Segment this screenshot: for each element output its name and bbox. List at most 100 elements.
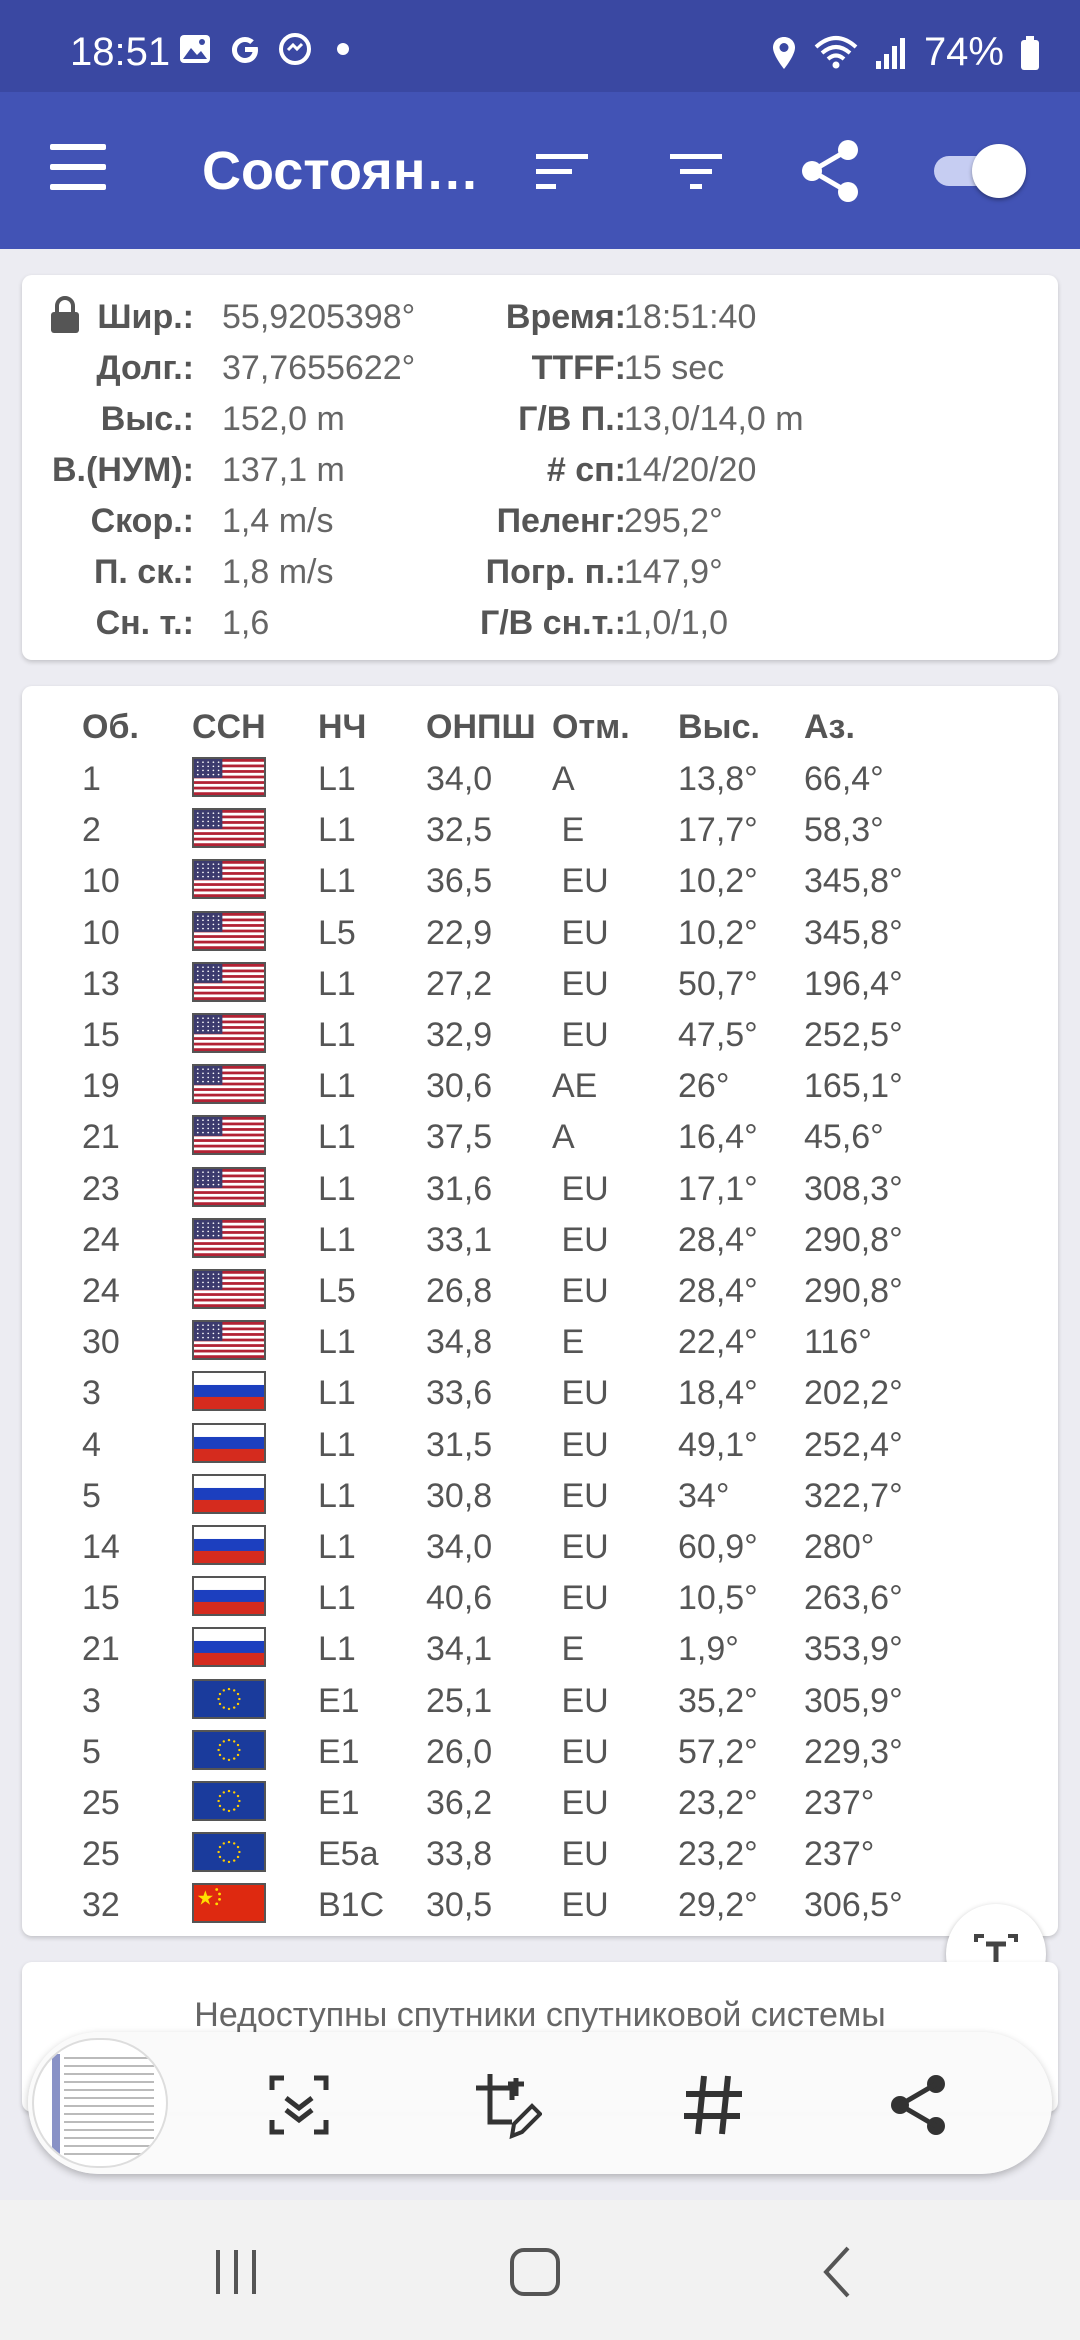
header-id[interactable]: Об. — [82, 708, 139, 746]
sat-freq: E1 — [318, 1681, 360, 1720]
sat-freq: L1 — [318, 1374, 356, 1413]
header-gnss[interactable]: ССН — [192, 708, 266, 746]
signal-icon — [875, 37, 905, 69]
sat-id: 19 — [82, 1067, 120, 1106]
sat-id: 24 — [82, 1220, 120, 1259]
info-label: Долг.: — [96, 349, 194, 387]
us-flag-icon — [192, 1269, 266, 1309]
info-value: 14/20/20 — [624, 451, 757, 489]
satellite-row[interactable]: 24 L5 26,8 EU 28,4° 290,8° — [22, 1266, 1058, 1317]
satellite-row[interactable]: 32 B1C 30,5 EU 29,2° 306,5° — [22, 1880, 1058, 1931]
sat-id: 15 — [82, 1579, 120, 1618]
sat-flags: EU — [552, 1220, 609, 1259]
hashtag-icon[interactable] — [678, 2070, 748, 2140]
home-icon[interactable] — [506, 2242, 566, 2302]
sat-cn0: 34,8 — [426, 1323, 493, 1362]
satellite-row[interactable]: 13 L1 27,2 EU 50,7° 196,4° — [22, 959, 1058, 1010]
satellite-row[interactable]: 21 L1 34,1 E 1,9° 353,9° — [22, 1624, 1058, 1675]
ru-flag-icon — [192, 1371, 266, 1412]
lock-icon[interactable] — [48, 295, 82, 335]
sat-id: 25 — [82, 1835, 120, 1874]
messenger-icon — [279, 33, 311, 65]
screenshot-thumbnail[interactable] — [32, 2038, 168, 2168]
satellite-row[interactable]: 15 L1 32,9 EU 47,5° 252,5° — [22, 1010, 1058, 1061]
satellite-row[interactable]: 15 L1 40,6 EU 10,5° 263,6° — [22, 1573, 1058, 1624]
scroll-capture-icon[interactable] — [264, 2070, 334, 2140]
satellite-row[interactable]: 1 L1 34,0 A 13,8° 66,4° — [22, 754, 1058, 805]
info-label: Г/В П.: — [518, 400, 626, 438]
recents-icon[interactable] — [206, 2242, 266, 2302]
eu-flag-icon — [192, 1729, 266, 1770]
sat-az: 196,4° — [804, 964, 903, 1003]
sat-az: 237° — [804, 1835, 875, 1874]
ru-flag-icon — [192, 1473, 266, 1514]
sat-az: 252,4° — [804, 1425, 903, 1464]
ru-flag-icon — [192, 1422, 266, 1463]
satellite-row[interactable]: 5 E1 26,0 EU 57,2° 229,3° — [22, 1727, 1058, 1778]
sat-elev: 18,4° — [678, 1374, 758, 1413]
us-flag-icon — [192, 757, 266, 797]
sat-cn0: 34,0 — [426, 1528, 493, 1566]
status-bar: 18:51 74% — [0, 0, 1080, 92]
info-label: Время: — [505, 298, 626, 336]
status-time: 18:51 — [70, 30, 171, 74]
satellite-row[interactable]: 25 E1 36,2 EU 23,2° 237° — [22, 1778, 1058, 1829]
header-elevation[interactable]: Выс. — [678, 708, 760, 746]
satellite-row[interactable]: 23 L1 31,6 EU 17,1° 308,3° — [22, 1164, 1058, 1215]
sat-id: 15 — [82, 1016, 120, 1054]
sat-freq: L1 — [318, 1067, 356, 1106]
header-cn0[interactable]: ОНПШ — [426, 708, 536, 746]
satellite-row[interactable]: 30 L1 34,8 E 22,4° 116° — [22, 1317, 1058, 1368]
eu-flag-icon — [192, 1832, 266, 1873]
sat-freq: E5a — [318, 1835, 379, 1874]
menu-button[interactable] — [50, 144, 106, 194]
sat-flags: EU — [552, 1272, 609, 1310]
sat-flags: E — [552, 811, 585, 850]
back-icon[interactable] — [808, 2242, 868, 2302]
sat-az: 306,5° — [804, 1886, 903, 1925]
sat-cn0: 32,5 — [426, 811, 493, 850]
eu-flag-icon — [192, 1678, 266, 1719]
filter-button[interactable] — [668, 152, 724, 192]
sat-elev: 10,2° — [678, 862, 758, 901]
satellite-row[interactable]: 25 E5a 33,8 EU 23,2° 237° — [22, 1829, 1058, 1880]
crop-edit-icon[interactable] — [472, 2070, 542, 2140]
satellite-row[interactable]: 5 L1 30,8 EU 34° 322,7° — [22, 1471, 1058, 1522]
sat-cn0: 30,6 — [426, 1067, 493, 1106]
share-button[interactable] — [796, 136, 866, 206]
sat-elev: 60,9° — [678, 1528, 758, 1566]
sat-cn0: 34,1 — [426, 1630, 493, 1669]
satellite-row[interactable]: 3 L1 33,6 EU 18,4° 202,2° — [22, 1368, 1058, 1419]
sat-cn0: 26,0 — [426, 1732, 493, 1771]
satellite-row[interactable]: 14 L1 34,0 EU 60,9° 280° — [22, 1522, 1058, 1573]
satellite-row[interactable]: 24 L1 33,1 EU 28,4° 290,8° — [22, 1215, 1058, 1266]
sat-elev: 28,4° — [678, 1272, 758, 1310]
satellite-row[interactable]: 10 L5 22,9 EU 10,2° 345,8° — [22, 908, 1058, 959]
header-flags[interactable]: Отм. — [552, 708, 630, 746]
satellite-row[interactable]: 2 L1 32,5 E 17,7° 58,3° — [22, 805, 1058, 856]
sat-cn0: 25,1 — [426, 1681, 493, 1720]
tracking-toggle[interactable] — [934, 144, 1026, 198]
satellite-row[interactable]: 19 L1 30,6 AE 26° 165,1° — [22, 1061, 1058, 1112]
satellite-row[interactable]: 21 L1 37,5 A 16,4° 45,6° — [22, 1112, 1058, 1163]
satellite-row[interactable]: 10 L1 36,5 EU 10,2° 345,8° — [22, 856, 1058, 907]
header-azimuth[interactable]: Аз. — [804, 708, 855, 746]
sat-freq: E1 — [318, 1784, 360, 1822]
sat-flags: EU — [552, 1784, 609, 1822]
share-icon[interactable] — [884, 2070, 954, 2140]
sat-freq: L1 — [318, 1476, 356, 1515]
sort-button[interactable] — [534, 152, 590, 192]
sat-flags: EU — [552, 1579, 609, 1618]
sat-az: 263,6° — [804, 1579, 903, 1618]
sat-flags: EU — [552, 1528, 609, 1566]
sat-id: 13 — [82, 964, 120, 1003]
sat-flags: EU — [552, 1886, 609, 1925]
header-freq[interactable]: НЧ — [318, 708, 367, 746]
sat-cn0: 36,2 — [426, 1784, 493, 1822]
sat-flags: EU — [552, 1732, 609, 1771]
info-label: Погр. п.: — [485, 553, 626, 591]
satellite-row[interactable]: 3 E1 25,1 EU 35,2° 305,9° — [22, 1676, 1058, 1727]
sat-id: 21 — [82, 1118, 120, 1157]
satellite-row[interactable]: 4 L1 31,5 EU 49,1° 252,4° — [22, 1420, 1058, 1471]
sat-cn0: 31,6 — [426, 1169, 493, 1208]
